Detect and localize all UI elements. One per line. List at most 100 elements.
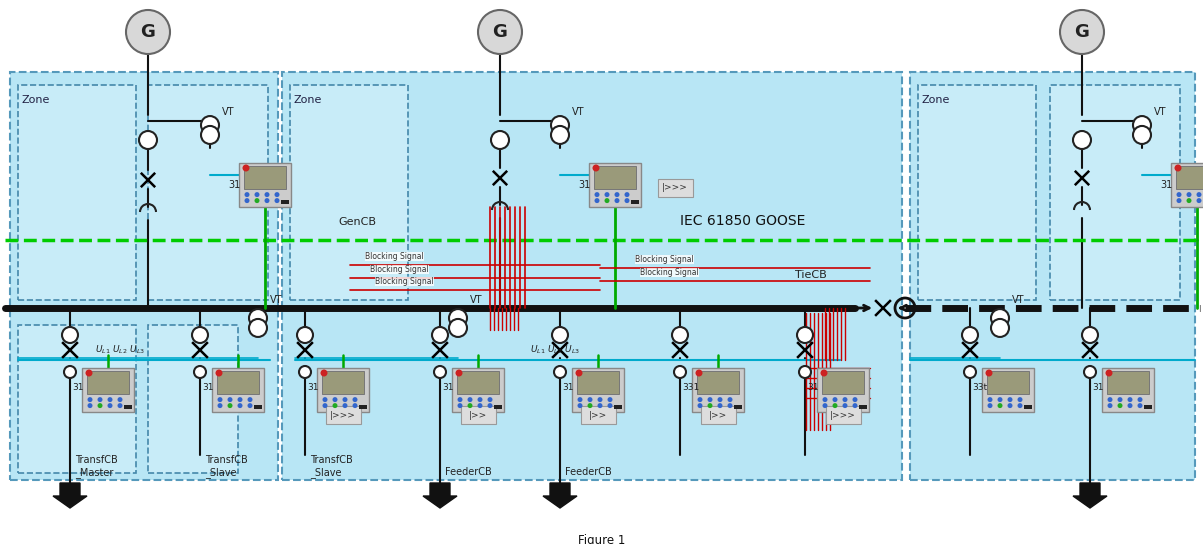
Bar (1177, 166, 1203, 189)
Text: TransfCB
_Master: TransfCB _Master (75, 455, 118, 478)
Circle shape (1018, 397, 1023, 402)
Circle shape (1174, 164, 1181, 171)
Circle shape (434, 366, 446, 378)
Text: 31: 31 (1160, 180, 1172, 190)
Text: |>>>: |>>> (330, 411, 356, 419)
Circle shape (717, 403, 723, 408)
Circle shape (594, 198, 599, 203)
Circle shape (551, 126, 569, 144)
Text: |>>: |>> (469, 411, 487, 419)
Circle shape (624, 192, 629, 197)
Circle shape (1108, 397, 1113, 402)
Circle shape (64, 366, 76, 378)
Text: TransfCB
_Slave: TransfCB _Slave (205, 455, 248, 478)
Circle shape (218, 397, 223, 402)
Circle shape (608, 403, 612, 408)
Circle shape (244, 198, 249, 203)
Bar (1050, 85, 1180, 300)
Bar (918, 85, 1036, 300)
Text: VT: VT (470, 295, 482, 305)
Text: G: G (1074, 23, 1090, 41)
Bar (212, 368, 263, 412)
Text: IEC 61850 GOOSE: IEC 61850 GOOSE (680, 214, 805, 228)
Bar (734, 405, 742, 409)
Circle shape (1060, 10, 1104, 54)
Circle shape (587, 403, 593, 408)
Bar (577, 371, 620, 394)
Circle shape (988, 397, 992, 402)
Circle shape (352, 403, 357, 408)
Circle shape (615, 192, 620, 197)
Text: Blocking Signal: Blocking Signal (365, 252, 423, 261)
Bar (589, 163, 641, 207)
Text: |>>>: |>>> (662, 183, 688, 193)
Bar (282, 200, 289, 204)
Circle shape (832, 403, 837, 408)
Circle shape (322, 403, 327, 408)
Text: 31: 31 (562, 383, 574, 392)
Bar (282, 72, 902, 480)
Polygon shape (543, 483, 577, 508)
Circle shape (265, 192, 269, 197)
Circle shape (449, 319, 467, 337)
Polygon shape (423, 483, 457, 508)
Circle shape (248, 403, 253, 408)
Circle shape (1133, 126, 1151, 144)
Circle shape (1081, 327, 1098, 343)
Circle shape (432, 327, 448, 343)
Circle shape (674, 366, 686, 378)
Circle shape (88, 403, 93, 408)
Bar (148, 325, 238, 473)
Text: 31: 31 (1092, 383, 1103, 392)
Circle shape (608, 397, 612, 402)
Circle shape (1127, 403, 1132, 408)
Bar (594, 166, 636, 189)
Circle shape (237, 403, 243, 408)
Circle shape (988, 403, 992, 408)
Bar (358, 405, 367, 409)
Circle shape (468, 403, 473, 408)
Bar (318, 368, 369, 412)
Text: Blocking Signal: Blocking Signal (635, 255, 694, 264)
Circle shape (1127, 397, 1132, 402)
Bar (859, 405, 867, 409)
Polygon shape (1073, 483, 1107, 508)
Bar (457, 371, 499, 394)
Text: 331: 331 (682, 383, 699, 392)
Circle shape (1177, 192, 1181, 197)
Text: 33t: 33t (972, 383, 988, 392)
Circle shape (1073, 131, 1091, 149)
Text: Blocking Signal: Blocking Signal (371, 265, 428, 274)
Text: Zone: Zone (294, 95, 322, 105)
Text: G: G (492, 23, 508, 41)
Bar (82, 368, 134, 412)
Bar (1102, 368, 1154, 412)
Bar (322, 371, 365, 394)
Bar (461, 406, 496, 424)
Bar (632, 200, 639, 204)
Bar (18, 85, 136, 300)
Circle shape (343, 403, 348, 408)
Bar (87, 371, 129, 394)
Circle shape (297, 327, 313, 343)
Circle shape (695, 369, 703, 376)
Bar (581, 406, 616, 424)
Circle shape (728, 397, 733, 402)
Circle shape (201, 116, 219, 134)
Bar (817, 368, 869, 412)
Circle shape (997, 397, 1002, 402)
Circle shape (249, 309, 267, 327)
Text: VT: VT (1154, 107, 1167, 117)
Circle shape (1118, 403, 1122, 408)
Text: Figure 1
Marine SWBD Design Short Circuit Zone Protection: Figure 1 Marine SWBD Design Short Circui… (451, 534, 752, 544)
Bar (124, 405, 132, 409)
Circle shape (598, 397, 603, 402)
Circle shape (624, 198, 629, 203)
Circle shape (997, 403, 1002, 408)
Circle shape (832, 397, 837, 402)
Bar (10, 72, 278, 480)
Circle shape (85, 369, 93, 376)
Circle shape (332, 403, 338, 408)
Circle shape (322, 397, 327, 402)
Text: FeederCB: FeederCB (565, 467, 612, 477)
